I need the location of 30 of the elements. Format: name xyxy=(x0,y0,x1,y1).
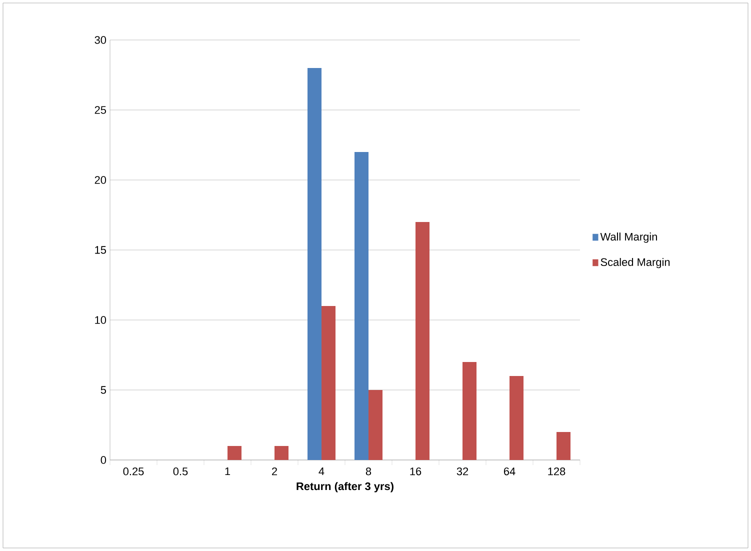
bar xyxy=(556,432,571,460)
bar xyxy=(308,68,322,460)
x-tick-label: 0.5 xyxy=(173,468,188,476)
x-tick-label: 2 xyxy=(272,468,278,476)
y-tick-label: 20 xyxy=(94,176,106,184)
x-tick-label: 4 xyxy=(318,468,324,476)
bar xyxy=(462,362,477,460)
x-tick-label: 128 xyxy=(548,468,566,476)
bar xyxy=(510,376,524,460)
x-tick-label: 64 xyxy=(504,468,516,476)
bar xyxy=(228,446,242,460)
y-tick-label: 0 xyxy=(100,456,106,464)
x-tick-label: 16 xyxy=(410,468,422,476)
x-tick-label: 8 xyxy=(366,468,372,476)
bar xyxy=(322,306,336,460)
legend-label: Scaled Margin xyxy=(600,258,670,268)
y-tick-label: 10 xyxy=(95,316,106,324)
bar xyxy=(416,222,430,460)
x-tick-label: 32 xyxy=(456,468,468,476)
x-tick-label: 1 xyxy=(225,468,230,476)
x-axis-title: Return (after 3 yrs) xyxy=(296,482,394,492)
y-tick-label: 15 xyxy=(95,246,106,254)
y-tick-label: 30 xyxy=(94,36,106,44)
y-tick-label: 5 xyxy=(100,386,106,394)
bar xyxy=(368,390,383,460)
bar xyxy=(274,446,289,460)
legend-label: Wall Margin xyxy=(600,232,657,243)
x-tick-label: 0.25 xyxy=(123,468,144,476)
bar xyxy=(354,152,369,460)
y-tick-label: 25 xyxy=(94,106,106,114)
